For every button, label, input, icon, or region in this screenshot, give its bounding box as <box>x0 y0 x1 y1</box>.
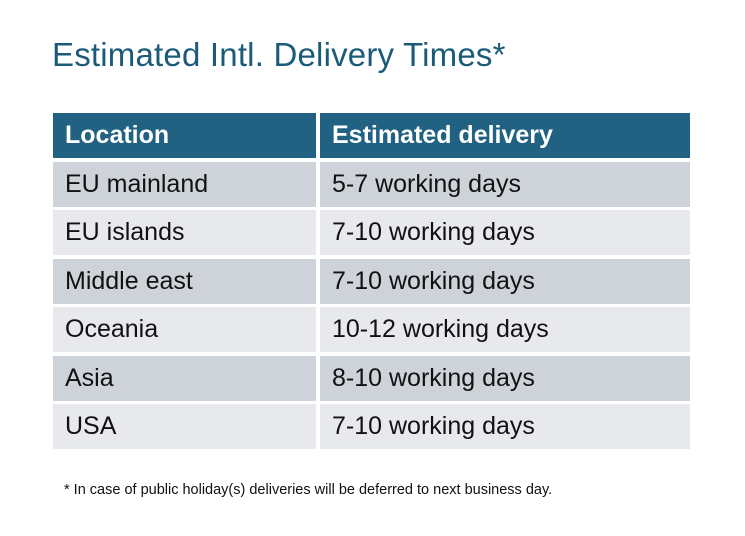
delivery-table: Location Estimated delivery EU mainland … <box>53 113 690 453</box>
table-row: Asia 8-10 working days <box>53 355 690 401</box>
header-location: Location <box>53 113 316 158</box>
header-estimated-delivery: Estimated delivery <box>320 113 690 158</box>
page-title: Estimated Intl. Delivery Times* <box>52 36 506 73</box>
delivery-cell: 8-10 working days <box>320 355 690 401</box>
table-header-row: Location Estimated delivery <box>53 113 690 158</box>
footnote: * In case of public holiday(s) deliverie… <box>64 482 553 498</box>
delivery-cell: 7-10 working days <box>320 404 690 449</box>
delivery-cell: 7-10 working days <box>320 210 690 255</box>
table-row: EU mainland 5-7 working days <box>53 161 690 207</box>
location-cell: Asia <box>53 355 316 401</box>
location-cell: USA <box>53 404 316 449</box>
delivery-cell: 7-10 working days <box>320 258 690 304</box>
location-cell: Oceania <box>53 307 316 352</box>
table-row: USA 7-10 working days <box>53 404 690 449</box>
table-row: Middle east 7-10 working days <box>53 258 690 304</box>
location-cell: Middle east <box>53 258 316 304</box>
location-cell: EU mainland <box>53 161 316 207</box>
delivery-cell: 10-12 working days <box>320 307 690 352</box>
table-row: Oceania 10-12 working days <box>53 307 690 352</box>
location-cell: EU islands <box>53 210 316 255</box>
delivery-cell: 5-7 working days <box>320 161 690 207</box>
table-row: EU islands 7-10 working days <box>53 210 690 255</box>
